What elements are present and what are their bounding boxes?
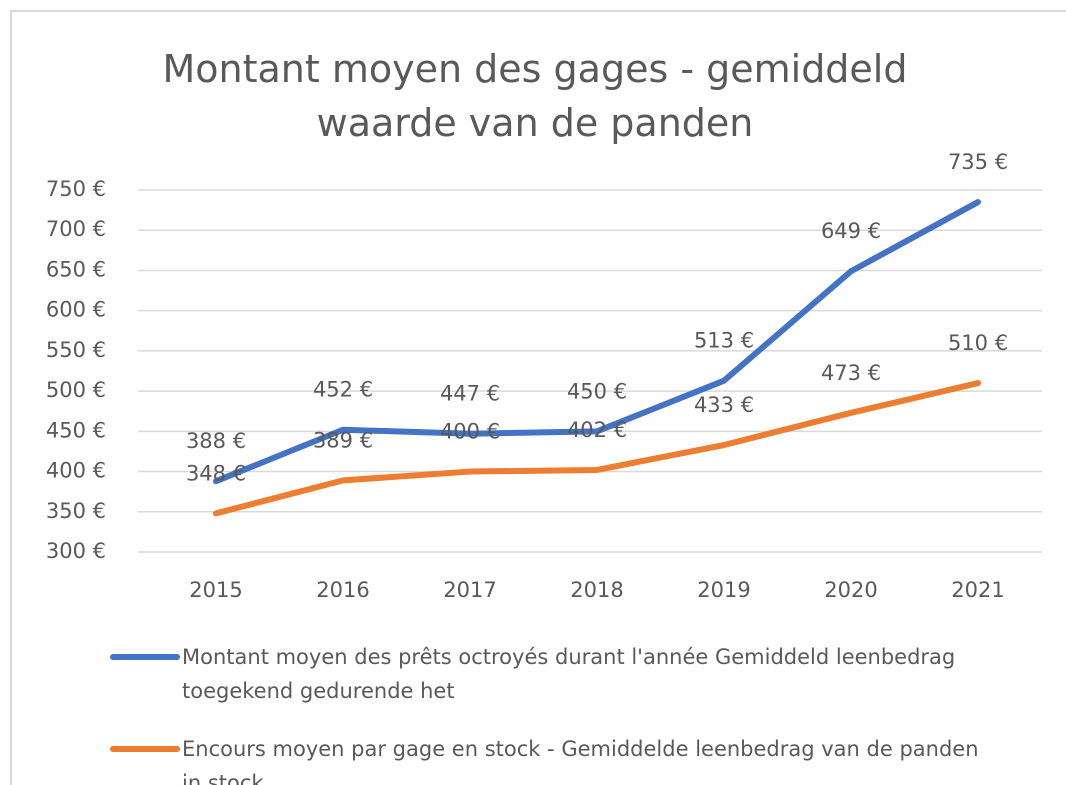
x-tick-label: 2017 bbox=[443, 578, 496, 602]
y-tick-label: 650 € bbox=[46, 257, 106, 281]
data-label: 433 € bbox=[694, 393, 754, 417]
data-label: 388 € bbox=[186, 429, 246, 453]
x-tick-label: 2018 bbox=[570, 578, 623, 602]
x-tick-label: 2019 bbox=[697, 578, 750, 602]
y-tick-label: 600 € bbox=[46, 298, 106, 322]
data-label: 452 € bbox=[313, 378, 373, 402]
legend-label: Montant moyen des prêts octroyés durant … bbox=[182, 645, 956, 703]
x-tick-label: 2021 bbox=[951, 578, 1004, 602]
data-label: 389 € bbox=[313, 428, 373, 452]
legend-swatch bbox=[110, 654, 180, 660]
data-label: 513 € bbox=[694, 329, 754, 353]
data-label: 402 € bbox=[567, 418, 627, 442]
x-tick-label: 2016 bbox=[316, 578, 369, 602]
data-label: 400 € bbox=[440, 420, 500, 444]
y-tick-label: 300 € bbox=[46, 539, 106, 563]
data-label: 649 € bbox=[821, 219, 881, 243]
series-line bbox=[213, 380, 981, 517]
data-label: 735 € bbox=[948, 150, 1008, 174]
legend-swatch bbox=[110, 746, 180, 752]
y-tick-label: 750 € bbox=[46, 177, 106, 201]
x-tick-label: 2020 bbox=[824, 578, 877, 602]
y-tick-label: 500 € bbox=[46, 378, 106, 402]
y-tick-label: 400 € bbox=[46, 459, 106, 483]
y-tick-label: 700 € bbox=[46, 217, 106, 241]
data-label: 510 € bbox=[948, 331, 1008, 355]
data-label: 447 € bbox=[440, 382, 500, 406]
series-line bbox=[213, 199, 981, 485]
chart-title: Montant moyen des gages - gemiddeld waar… bbox=[162, 47, 908, 145]
data-label: 450 € bbox=[567, 379, 627, 403]
chart-frame bbox=[10, 10, 1066, 785]
x-tick-label: 2015 bbox=[189, 578, 242, 602]
y-tick-label: 450 € bbox=[46, 418, 106, 442]
y-tick-label: 550 € bbox=[46, 338, 106, 362]
legend-label: Encours moyen par gage en stock - Gemidd… bbox=[182, 737, 979, 785]
data-label: 473 € bbox=[821, 361, 881, 385]
y-tick-label: 350 € bbox=[46, 499, 106, 523]
data-label: 348 € bbox=[186, 461, 246, 485]
